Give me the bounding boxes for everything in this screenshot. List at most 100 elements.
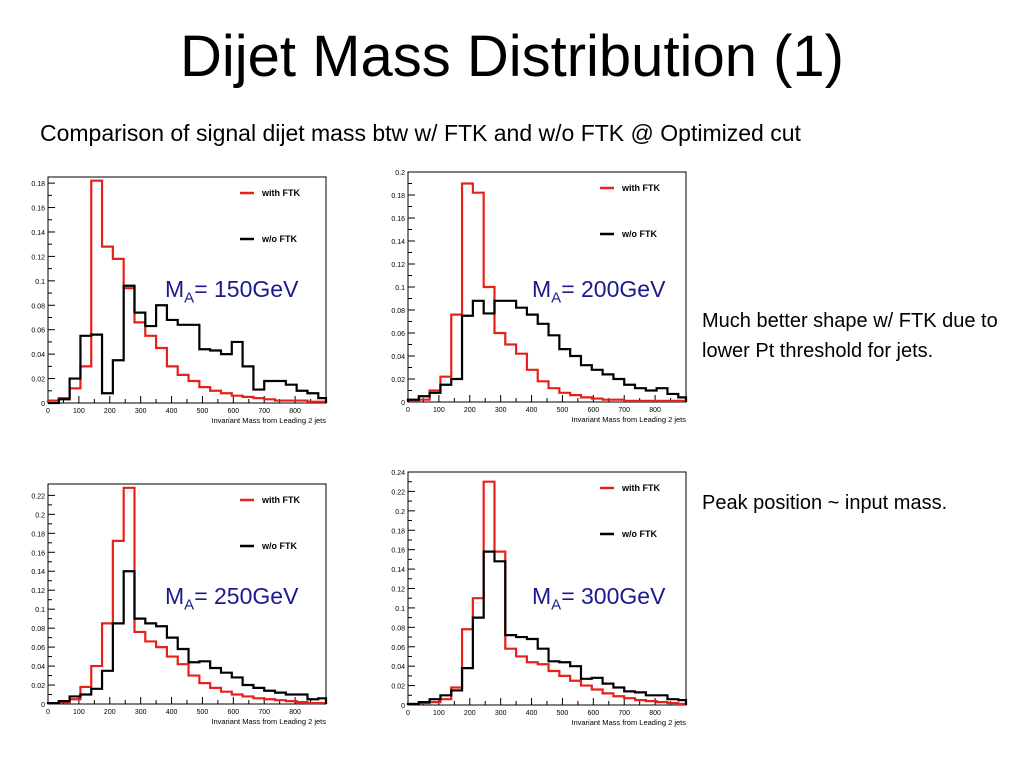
mass-label-main: M <box>165 276 185 302</box>
mass-label-main: M <box>532 583 552 609</box>
mass-label-main: M <box>165 583 185 609</box>
page-title: Dijet Mass Distribution (1) <box>180 24 844 89</box>
y-tick-label: 0.02 <box>391 377 405 384</box>
page-subtitle: Comparison of signal dijet mass btw w/ F… <box>40 120 801 146</box>
y-tick-label: 0.1 <box>395 285 405 292</box>
y-tick-label: 0.06 <box>391 645 405 652</box>
y-tick-label: 0.08 <box>391 625 405 632</box>
x-axis-label: Invariant Mass from Leading 2 jets <box>571 415 686 424</box>
x-tick-label: 300 <box>495 407 507 414</box>
y-tick-label: 0 <box>41 702 45 709</box>
y-tick-label: 0.08 <box>391 308 405 315</box>
series-line-with-ftk <box>46 179 328 403</box>
y-tick-label: 0.1 <box>395 606 405 613</box>
x-tick-label: 600 <box>227 709 239 716</box>
y-tick-label: 0.16 <box>31 206 45 213</box>
mass-label-rest: = 150GeV <box>194 276 299 302</box>
x-tick-label: 400 <box>526 710 538 717</box>
legend-label: with FTK <box>621 183 660 193</box>
x-tick-label: 700 <box>258 408 270 415</box>
x-tick-label: 800 <box>649 710 661 717</box>
mass-label-rest: = 300GeV <box>561 583 666 609</box>
x-tick-label: 400 <box>166 408 178 415</box>
mass-label-main: M <box>532 276 552 302</box>
note-peak-position: Peak position ~ input mass. <box>702 492 948 514</box>
y-tick-label: 0.16 <box>391 548 405 555</box>
y-tick-label: 0.04 <box>391 354 405 361</box>
plot-frame <box>47 176 327 404</box>
mass-label-sub: A <box>184 289 195 307</box>
y-tick-label: 0.02 <box>31 683 45 690</box>
x-tick-label: 300 <box>135 408 147 415</box>
mass-label-150: MA= 150GeV <box>165 276 298 307</box>
legend-label: with FTK <box>621 483 660 493</box>
y-tick-label: 0.24 <box>391 470 405 477</box>
legend-label: with FTK <box>261 188 300 198</box>
y-tick-label: 0.2 <box>395 170 405 177</box>
x-tick-label: 0 <box>46 408 50 415</box>
y-tick-label: 0.18 <box>31 181 45 188</box>
x-axis-label: Invariant Mass from Leading 2 jets <box>571 718 686 727</box>
series-line-without-ftk <box>406 299 688 402</box>
x-axis-label: Invariant Mass from Leading 2 jets <box>211 416 326 425</box>
x-tick-label: 600 <box>227 408 239 415</box>
y-tick-label: 0 <box>401 400 405 407</box>
series-line-with-ftk <box>46 486 328 705</box>
y-tick-label: 0.18 <box>31 531 45 538</box>
x-tick-label: 200 <box>104 709 116 716</box>
y-tick-label: 0.06 <box>31 328 45 335</box>
y-tick-label: 0.22 <box>31 493 45 500</box>
x-tick-label: 200 <box>464 710 476 717</box>
mass-label-sub: A <box>551 289 562 307</box>
y-tick-label: 0.16 <box>31 550 45 557</box>
y-tick-label: 0.02 <box>31 377 45 384</box>
histogram-ma-150: 0 0.02 0.04 0.06 0.08 0.1 0.12 0.14 0.16 0.18 0 100… <box>31 176 328 425</box>
series-line-without-ftk <box>46 570 328 705</box>
y-tick-label: 0.14 <box>391 567 405 574</box>
plot-frame <box>47 483 327 705</box>
y-tick-label: 0.06 <box>31 645 45 652</box>
mass-label-rest: = 250GeV <box>194 583 299 609</box>
histogram-ma-300: 0 0.02 0.04 0.06 0.08 0.1 0.12 0.14 0.16 0.18 0.2 0… <box>391 470 688 727</box>
series-line-without-ftk <box>48 284 328 405</box>
y-tick-label: 0.02 <box>391 684 405 691</box>
histogram-ma-250: 0 0.02 0.04 0.06 0.08 0.1 0.12 0.14 0.16 0.18 0.2 0… <box>31 483 328 726</box>
y-tick-label: 0.04 <box>31 664 45 671</box>
legend-label: w/o FTK <box>621 529 657 539</box>
y-tick-label: 0.12 <box>391 262 405 269</box>
legend-label: w/o FTK <box>261 541 297 551</box>
x-tick-label: 100 <box>433 407 445 414</box>
x-tick-label: 100 <box>73 709 85 716</box>
mass-label-sub: A <box>551 596 562 614</box>
x-tick-label: 0 <box>406 710 410 717</box>
x-tick-label: 200 <box>104 408 116 415</box>
x-tick-label: 300 <box>135 709 147 716</box>
x-tick-label: 800 <box>649 407 661 414</box>
y-tick-label: 0.18 <box>391 528 405 535</box>
x-tick-label: 0 <box>406 407 410 414</box>
x-tick-label: 500 <box>197 408 209 415</box>
x-tick-label: 700 <box>258 709 270 716</box>
y-tick-label: 0.04 <box>391 664 405 671</box>
x-tick-label: 0 <box>46 709 50 716</box>
y-tick-label: 0 <box>41 401 45 408</box>
y-tick-label: 0.06 <box>391 331 405 338</box>
x-tick-label: 500 <box>557 710 569 717</box>
y-tick-label: 0.18 <box>391 193 405 200</box>
y-tick-label: 0.1 <box>35 607 45 614</box>
histogram-ma-200: 0 0.02 0.04 0.06 0.08 0.1 0.12 0.14 0.16 0.18 0.2 0… <box>391 170 688 424</box>
x-tick-label: 700 <box>618 407 630 414</box>
y-tick-label: 0.14 <box>31 569 45 576</box>
x-tick-label: 100 <box>433 710 445 717</box>
series-line-with-ftk <box>406 182 688 402</box>
plot-frame <box>407 171 687 403</box>
mass-label-sub: A <box>184 596 195 614</box>
y-tick-label: 0.22 <box>391 489 405 496</box>
x-tick-label: 500 <box>197 709 209 716</box>
x-tick-label: 400 <box>526 407 538 414</box>
mass-label-300: MA= 300GeV <box>532 583 665 614</box>
legend-label: w/o FTK <box>621 229 657 239</box>
y-tick-label: 0.1 <box>35 279 45 286</box>
y-tick-label: 0.14 <box>31 230 45 237</box>
x-tick-label: 100 <box>73 408 85 415</box>
